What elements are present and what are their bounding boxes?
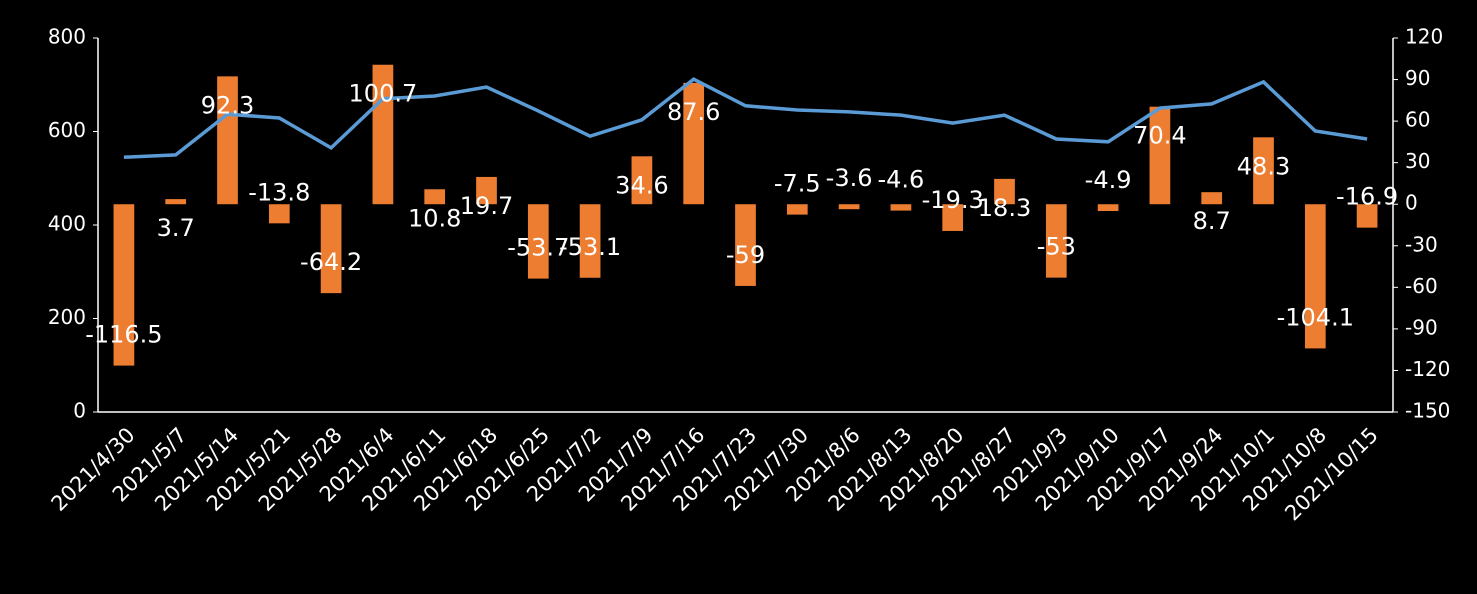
data-label: -16.9 bbox=[1336, 183, 1398, 211]
bar bbox=[1304, 204, 1326, 349]
data-label: -13.8 bbox=[248, 178, 310, 206]
y2-tick-label: 0 bbox=[1405, 191, 1418, 215]
y2-tick-label: -30 bbox=[1405, 232, 1438, 256]
y2-tick-label: 90 bbox=[1405, 66, 1430, 90]
bar bbox=[1097, 204, 1119, 212]
data-label: 3.7 bbox=[157, 214, 195, 242]
data-label: 34.6 bbox=[615, 171, 668, 199]
bar bbox=[424, 189, 446, 205]
data-label: -53.1 bbox=[559, 233, 621, 261]
bar bbox=[268, 204, 290, 224]
bar bbox=[1201, 192, 1223, 205]
bar bbox=[1149, 106, 1171, 205]
bar bbox=[631, 156, 653, 205]
data-label: -64.2 bbox=[300, 248, 362, 276]
data-label: -3.6 bbox=[826, 164, 873, 192]
y-tick-label: 600 bbox=[48, 118, 86, 142]
y-tick-label: 800 bbox=[48, 25, 86, 49]
data-label: -7.5 bbox=[774, 170, 821, 198]
data-label: -4.9 bbox=[1085, 166, 1132, 194]
bar bbox=[579, 204, 601, 278]
y2-tick-label: -60 bbox=[1405, 274, 1438, 298]
y-tick-label: 400 bbox=[48, 212, 86, 236]
bar bbox=[1356, 204, 1378, 228]
data-label: -104.1 bbox=[1277, 303, 1354, 331]
y-tick-label: 200 bbox=[48, 305, 86, 329]
y2-tick-label: -150 bbox=[1405, 399, 1450, 423]
data-label: -19.3 bbox=[922, 186, 984, 214]
data-label: -53.7 bbox=[507, 234, 569, 262]
y-tick-label: 0 bbox=[73, 399, 86, 423]
data-label: -4.6 bbox=[877, 166, 924, 194]
data-label: 48.3 bbox=[1237, 152, 1290, 180]
bar bbox=[527, 204, 549, 279]
data-label: 92.3 bbox=[201, 91, 254, 119]
bar bbox=[165, 199, 187, 205]
bar bbox=[113, 204, 135, 366]
data-label: -59 bbox=[726, 241, 765, 269]
bar bbox=[320, 204, 342, 294]
data-label: -116.5 bbox=[85, 321, 162, 349]
bar bbox=[217, 76, 238, 205]
y2-tick-label: -90 bbox=[1405, 315, 1438, 339]
bar bbox=[735, 204, 756, 286]
line bbox=[123, 77, 1368, 159]
bar bbox=[994, 178, 1015, 205]
data-label: 87.6 bbox=[667, 98, 720, 126]
data-label: 100.7 bbox=[349, 80, 418, 108]
bar bbox=[1045, 204, 1067, 278]
data-label: 19.7 bbox=[460, 192, 513, 220]
data-label: 8.7 bbox=[1193, 207, 1231, 235]
bar bbox=[838, 204, 860, 210]
bar bbox=[683, 82, 705, 205]
bar bbox=[890, 204, 912, 211]
bar bbox=[942, 204, 964, 231]
data-label: 18.3 bbox=[978, 194, 1031, 222]
y2-tick-label: 30 bbox=[1405, 149, 1430, 173]
y2-tick-label: -120 bbox=[1405, 357, 1450, 381]
bar bbox=[786, 204, 808, 215]
bar bbox=[476, 176, 497, 205]
y2-tick-label: 60 bbox=[1405, 108, 1430, 132]
data-label: -53 bbox=[1037, 233, 1076, 261]
bar bbox=[1253, 137, 1274, 205]
data-label: 10.8 bbox=[408, 204, 461, 232]
data-label: 70.4 bbox=[1133, 122, 1186, 150]
y2-tick-label: 120 bbox=[1405, 25, 1443, 49]
